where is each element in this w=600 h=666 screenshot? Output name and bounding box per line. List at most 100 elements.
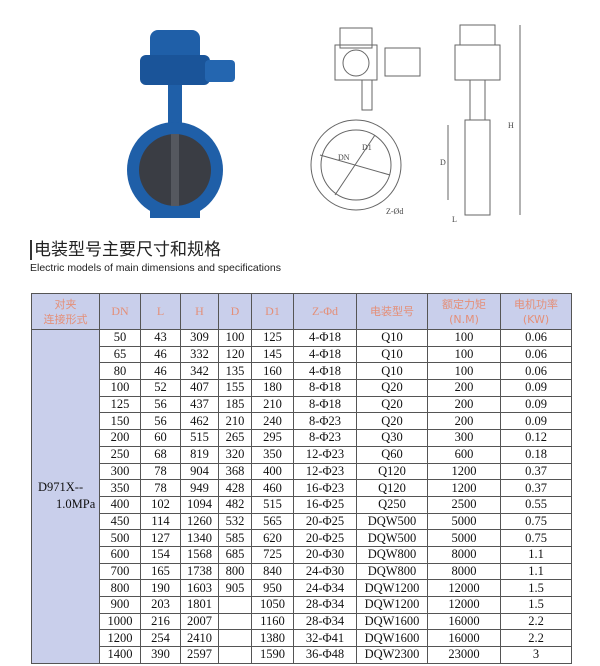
table-cell: 1094: [180, 495, 219, 514]
table-cell: 32-Φ41: [293, 629, 357, 648]
table-cell: 2410: [180, 629, 219, 648]
table-cell: 2.2: [500, 612, 572, 631]
table-row: 80 46 342 135 160 4-Φ18 Q10 100 0.06: [32, 362, 572, 381]
table-cell: 200: [427, 395, 501, 414]
table-cell: 250: [99, 445, 141, 464]
table-cell: 900: [99, 596, 141, 614]
table-cell: 200: [427, 379, 501, 397]
column-header: D: [218, 293, 252, 330]
table-cell: DQW2300: [356, 646, 428, 664]
table-cell: 16-Φ23: [293, 479, 357, 497]
table-cell: 100: [427, 329, 501, 347]
header-row: 对夹 连接形式 DN L H D D1 Z-Φd 电装型号 额定力矩 (N.M) 电机功率 (KW): [31, 293, 572, 330]
table-cell: Q120: [356, 462, 428, 481]
table-cell: 165: [140, 562, 181, 581]
table-cell: 16000: [427, 629, 501, 648]
header-line: (N.M): [449, 312, 479, 326]
table-cell: 0.37: [500, 479, 572, 497]
table-cell: 20-Φ25: [293, 529, 357, 547]
table-cell: 155: [218, 379, 252, 397]
table-cell: 185: [218, 395, 252, 414]
table-cell: [218, 646, 252, 664]
table-cell: 0.09: [500, 412, 572, 431]
table-cell: 2500: [427, 495, 501, 514]
table-cell: 1340: [180, 529, 219, 547]
table-row: 900 203 1801 1050 28-Φ34 DQW1200 12000 1.5: [32, 596, 572, 614]
table-cell: 24-Φ34: [293, 579, 357, 597]
table-cell: 28-Φ34: [293, 596, 357, 614]
valve-photo: [127, 30, 235, 218]
table-row: 1000 216 2007 1160 28-Φ34 DQW1600 16000 2.2: [32, 612, 572, 631]
table-cell: 450: [99, 512, 141, 531]
table-cell: 100: [427, 345, 501, 364]
table-cell: 145: [251, 345, 294, 364]
table-cell: 1200: [427, 462, 501, 481]
table-cell: 210: [218, 412, 252, 431]
table-cell: 100: [99, 379, 141, 397]
table-cell: Q10: [356, 329, 428, 347]
table-cell: 400: [99, 495, 141, 514]
table-cell: 200: [99, 429, 141, 447]
table-cell: 1568: [180, 545, 219, 564]
table-cell: 840: [251, 562, 294, 581]
table-cell: 2007: [180, 612, 219, 631]
d1-label: D1: [362, 143, 372, 152]
table-row: 65 46 332 120 145 4-Φ18 Q10 100 0.06: [32, 345, 572, 364]
table-cell: 100: [218, 329, 252, 347]
table-cell: 320: [218, 445, 252, 464]
table-cell: 265: [218, 429, 252, 447]
table-cell: 100: [427, 362, 501, 381]
table-cell: 8000: [427, 562, 501, 581]
header-line: 连接形式: [43, 312, 88, 326]
table-cell: 0.75: [500, 529, 572, 547]
table-cell: 36-Φ48: [293, 646, 357, 664]
header-line: 对夹: [54, 297, 77, 311]
table-cell: 1738: [180, 562, 219, 581]
table-cell: 309: [180, 329, 219, 347]
table-cell: 482: [218, 495, 252, 514]
table-cell: 127: [140, 529, 181, 547]
table-cell: 114: [140, 512, 181, 531]
table-row: 250 68 819 320 350 12-Φ23 Q60 600 0.18: [32, 445, 572, 464]
h-label: H: [508, 121, 514, 130]
table-cell: 532: [218, 512, 252, 531]
table-cell: Q120: [356, 479, 428, 497]
table-row: 1200 254 2410 1380 32-Φ41 DQW1600 16000 2.2: [32, 629, 572, 648]
table-row: 300 78 904 368 400 12-Φ23 Q120 1200 0.37: [32, 462, 572, 481]
table-cell: Q30: [356, 429, 428, 447]
table-row: 1400 390 2597 1590 36-Φ48 DQW2300 23000 3: [32, 646, 572, 664]
table-cell: DQW1200: [356, 596, 428, 614]
table-cell: 5000: [427, 529, 501, 547]
table-row: 200 60 515 265 295 8-Φ23 Q30 300 0.12: [32, 429, 572, 447]
table-cell: 254: [140, 629, 181, 648]
table-cell: 120: [218, 345, 252, 364]
table-cell: 0.06: [500, 345, 572, 364]
table-cell: 4-Φ18: [293, 329, 357, 347]
table-cell: 0.18: [500, 445, 572, 464]
table-cell: 949: [180, 479, 219, 497]
table-cell: 52: [140, 379, 181, 397]
table-cell: 1.1: [500, 562, 572, 581]
table-cell: 125: [251, 329, 294, 347]
l-label: L: [452, 215, 457, 224]
table-cell: 50: [99, 329, 141, 347]
table-cell: 1590: [251, 646, 294, 664]
spec-table: 对夹 连接形式 DN L H D D1 Z-Φd 电装型号 额定力矩 (N.M) 电机功率 (KW) D…: [31, 293, 572, 664]
table-cell: 46: [140, 362, 181, 381]
table-cell: [218, 596, 252, 614]
table-cell: 1.5: [500, 596, 572, 614]
table-cell: 240: [251, 412, 294, 431]
table-cell: 905: [218, 579, 252, 597]
table-row: 450 114 1260 532 565 20-Φ25 DQW500 5000 0.75: [32, 512, 572, 531]
table-cell: 725: [251, 545, 294, 564]
table-cell: [218, 612, 252, 631]
dimension-drawing: DN D1 Z-Ød H D L: [310, 24, 521, 224]
table-cell: 1.5: [500, 579, 572, 597]
table-cell: 295: [251, 429, 294, 447]
table-cell: 300: [427, 429, 501, 447]
table-cell: 24-Φ30: [293, 562, 357, 581]
page-subtitle: Electric models of main dimensions and s…: [30, 262, 281, 274]
table-cell: 600: [427, 445, 501, 464]
table-cell: [218, 629, 252, 648]
table-row: 350 78 949 428 460 16-Φ23 Q120 1200 0.37: [32, 479, 572, 497]
